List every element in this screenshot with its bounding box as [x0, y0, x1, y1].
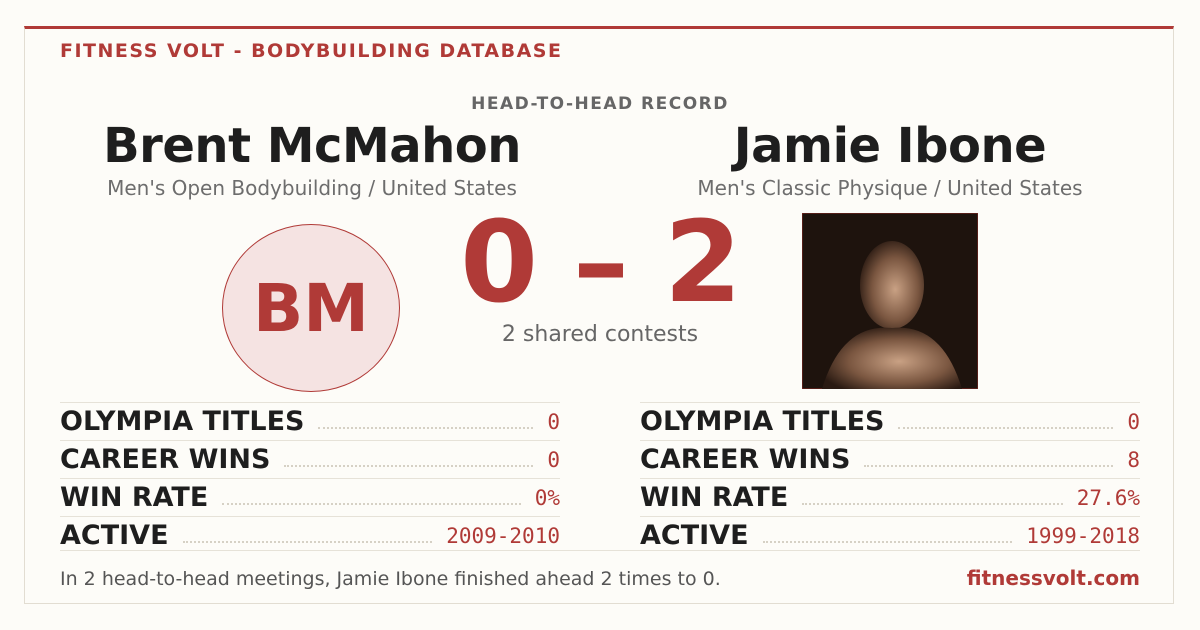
- athlete-photo: [802, 213, 978, 389]
- leader: [864, 464, 1114, 467]
- stat-row: WIN RATE 0%: [60, 478, 560, 516]
- stat-row: CAREER WINS 0: [60, 440, 560, 478]
- stat-row: ACTIVE 1999-2018: [640, 516, 1140, 554]
- stat-label: OLYMPIA TITLES: [60, 406, 305, 437]
- stats: OLYMPIA TITLES 0 CAREER WINS 8 WIN RATE 27.6%…: [640, 402, 1140, 554]
- leader: [222, 502, 521, 505]
- athlete-name: Brent McMahon: [103, 118, 521, 174]
- divider: [60, 550, 1140, 551]
- stat-label: ACTIVE: [60, 520, 169, 551]
- stat-label: OLYMPIA TITLES: [640, 406, 885, 437]
- stat-value: 0: [1127, 409, 1140, 434]
- stat-row: OLYMPIA TITLES 0: [60, 402, 560, 440]
- stat-label: WIN RATE: [60, 482, 209, 513]
- leader: [898, 426, 1114, 429]
- stat-value: 0: [547, 447, 560, 472]
- stat-label: CAREER WINS: [640, 444, 851, 475]
- stat-row: CAREER WINS 8: [640, 440, 1140, 478]
- card: [24, 26, 1174, 604]
- stat-row: OLYMPIA TITLES 0: [640, 402, 1140, 440]
- stat-value: 0%: [534, 485, 560, 510]
- stat-value: 1999-2018: [1026, 523, 1140, 548]
- stat-label: ACTIVE: [640, 520, 749, 551]
- stat-row: WIN RATE 27.6%: [640, 478, 1140, 516]
- athlete-division: Men's Classic Physique / United States: [697, 176, 1083, 200]
- brand: FITNESS VOLT - BODYBUILDING DATABASE: [60, 40, 563, 62]
- stat-value: 27.6%: [1076, 485, 1140, 510]
- leader: [182, 540, 433, 543]
- stat-row: ACTIVE 2009-2010: [60, 516, 560, 554]
- athlete-division: Men's Open Bodybuilding / United States: [107, 176, 517, 200]
- stat-value: 2009-2010: [446, 523, 560, 548]
- score: 0 – 2: [460, 198, 742, 328]
- record-label: HEAD-TO-HEAD RECORD: [471, 94, 729, 114]
- stat-label: CAREER WINS: [60, 444, 271, 475]
- leader: [802, 502, 1063, 505]
- stats: OLYMPIA TITLES 0 CAREER WINS 0 WIN RATE 0% ACT…: [60, 402, 560, 554]
- site: fitnessvolt.com: [966, 566, 1140, 590]
- athlete-name: Jamie Ibone: [733, 118, 1047, 174]
- leader: [762, 540, 1013, 543]
- stat-value: 8: [1127, 447, 1140, 472]
- summary: In 2 head-to-head meetings, Jamie Ibone …: [60, 568, 721, 590]
- leader: [284, 464, 534, 467]
- leader: [318, 426, 534, 429]
- record-subtitle: 2 shared contests: [501, 322, 699, 347]
- stat-value: 0: [547, 409, 560, 434]
- stat-label: WIN RATE: [640, 482, 789, 513]
- avatar: BM: [222, 224, 400, 392]
